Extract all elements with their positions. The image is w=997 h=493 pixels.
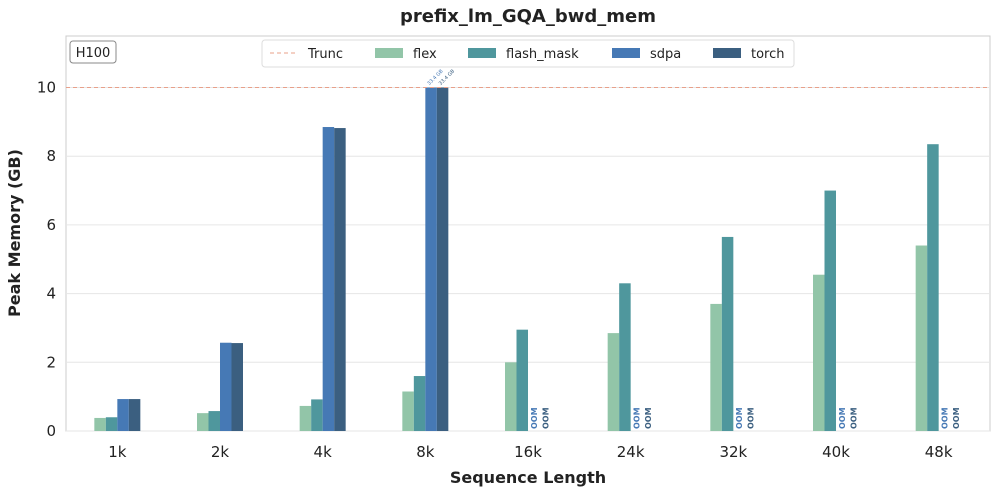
bar-flex-48k — [915, 245, 928, 431]
y-tick-label: 0 — [46, 422, 56, 440]
oom-label: OOM — [838, 407, 847, 429]
y-axis-label: Peak Memory (GB) — [5, 149, 24, 317]
oom-label: OOM — [940, 407, 949, 429]
x-tick-label: 32k — [719, 443, 747, 461]
bar-torch-8k — [436, 87, 449, 432]
oom-label: OOM — [541, 407, 550, 429]
bar-flash_mask-8k — [413, 376, 426, 431]
y-tick-label: 2 — [46, 353, 56, 371]
legend-swatch-torch — [713, 48, 741, 58]
bar-torch-1k — [128, 399, 141, 431]
legend: Trunc flex flash_mask sdpa torch — [261, 39, 795, 68]
legend-label-flex: flex — [413, 47, 437, 62]
x-axis-label: Sequence Length — [450, 468, 606, 487]
y-tick-label: 4 — [46, 285, 56, 303]
badge-label: H100 — [76, 46, 111, 61]
legend-label-sdpa: sdpa — [650, 47, 681, 62]
x-axis: 1k 2k 4k 8k 16k 24k 32k 40k 48k — [108, 443, 953, 461]
chart-title: prefix_lm_GQA_bwd_mem — [400, 6, 656, 27]
oom-label: OOM — [530, 407, 539, 429]
platform-badge: H100 — [69, 40, 117, 64]
bar-torch-2k — [231, 343, 243, 431]
x-tick-label: 1k — [108, 443, 127, 461]
bar-sdpa-4k — [322, 127, 335, 432]
y-axis: 0 2 4 6 8 10 — [37, 79, 56, 440]
bar-sdpa-2k — [220, 342, 232, 431]
bar-flex-2k — [197, 413, 209, 431]
bar-flash_mask-2k — [208, 411, 220, 431]
bar-flash_mask-32k — [721, 236, 734, 431]
oom-label: OOM — [632, 407, 641, 429]
y-tick-label: 6 — [46, 216, 56, 234]
legend-label-torch: torch — [751, 47, 785, 62]
legend-box — [261, 39, 795, 68]
bar-flash_mask-24k — [619, 283, 631, 431]
oom-label: OOM — [644, 407, 653, 429]
oom-label: OOM — [747, 407, 756, 429]
legend-swatch-flash_mask — [468, 48, 496, 58]
bar-flash_mask-48k — [927, 144, 939, 431]
bar-flex-16k — [505, 362, 517, 431]
legend-swatch-sdpa — [612, 48, 640, 58]
bar-flex-40k — [813, 274, 825, 431]
y-tick-label: 8 — [46, 147, 56, 165]
legend-swatch-flex — [375, 48, 403, 58]
bar-flex-24k — [607, 333, 620, 431]
bar-flash_mask-1k — [105, 417, 118, 431]
oom-label: OOM — [849, 407, 858, 429]
legend-label-flash_mask: flash_mask — [506, 47, 579, 62]
x-tick-label: 24k — [617, 443, 645, 461]
bar-flash_mask-40k — [824, 190, 836, 431]
bar-flex-4k — [299, 405, 312, 431]
x-tick-label: 8k — [416, 443, 435, 461]
y-tick-label: 10 — [37, 79, 56, 97]
bars — [94, 87, 939, 432]
x-tick-label: 16k — [514, 443, 542, 461]
x-tick-label: 4k — [314, 443, 333, 461]
x-tick-label: 40k — [822, 443, 850, 461]
legend-label-Trunc: Trunc — [307, 47, 343, 62]
x-tick-label: 2k — [211, 443, 230, 461]
oom-label: OOM — [952, 407, 961, 429]
oom-label: OOM — [735, 407, 744, 429]
x-tick-label: 48k — [925, 443, 953, 461]
bar-sdpa-1k — [117, 399, 129, 431]
bar-flex-32k — [710, 303, 722, 431]
bar-torch-4k — [334, 128, 346, 431]
bar-flex-8k — [402, 391, 414, 431]
badge-box — [69, 40, 117, 64]
bar-sdpa-8k — [425, 87, 437, 432]
bar-flash_mask-16k — [516, 329, 528, 431]
bar-flex-1k — [94, 417, 106, 431]
bar-flash_mask-4k — [311, 399, 323, 431]
